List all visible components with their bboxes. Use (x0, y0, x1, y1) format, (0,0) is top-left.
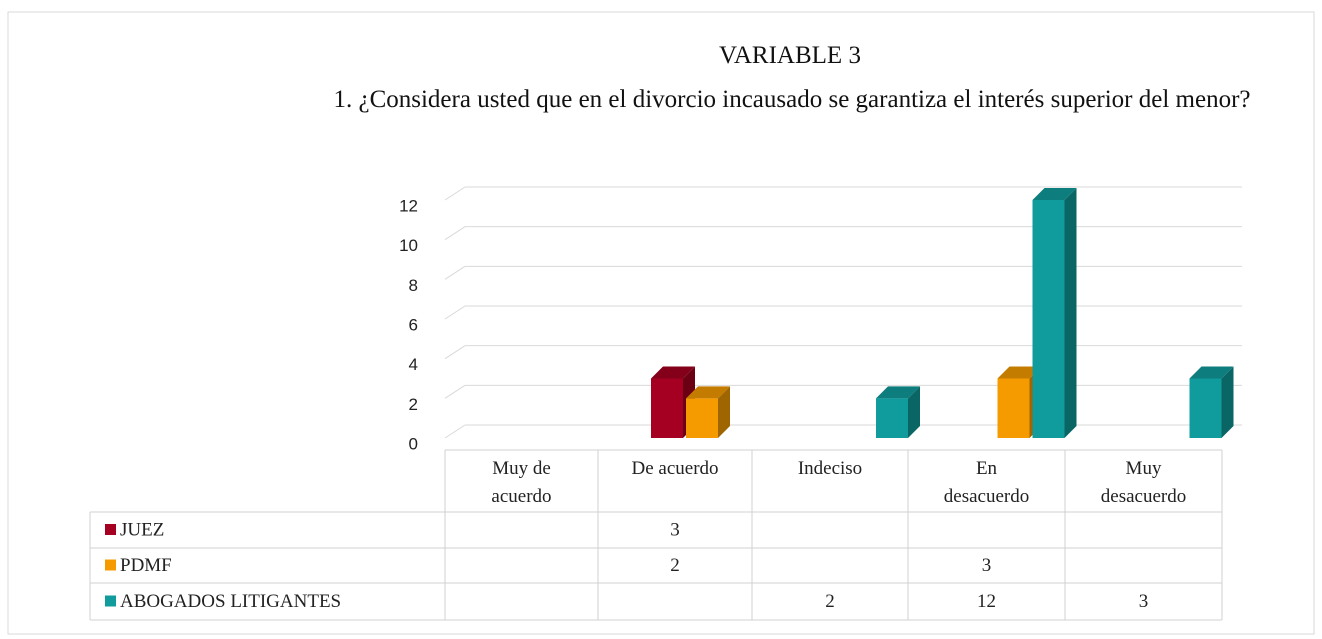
chart-title: VARIABLE 3 (719, 42, 861, 69)
chart-subtitle: 1. ¿Considera usted que en el divorcio i… (333, 86, 1251, 113)
y-tick-label: 2 (409, 395, 418, 414)
bar-face (651, 366, 695, 379)
bar-face (997, 366, 1042, 379)
grid-line (444, 265, 466, 280)
bar (876, 386, 920, 438)
bar-face (876, 386, 920, 399)
y-tick-label: 0 (409, 434, 418, 453)
table-value: 3 (1139, 591, 1149, 612)
bar (1189, 366, 1234, 438)
bar-face (1189, 378, 1222, 438)
grid-line (444, 384, 466, 399)
legend-swatch (105, 559, 116, 571)
bar-face (686, 398, 718, 438)
chart-border (7, 11, 1315, 635)
grid-line (444, 186, 466, 201)
y-tick-label: 6 (409, 315, 418, 334)
y-tick-label: 12 (399, 196, 418, 215)
table-value: 3 (982, 555, 992, 576)
table-value: 12 (977, 591, 996, 612)
bar-face (718, 386, 730, 438)
bar-face (1032, 188, 1077, 200)
x-tick-label: Indeciso (798, 458, 862, 479)
legend-label: ABOGADOS LITIGANTES (120, 591, 341, 612)
bar-face (997, 378, 1030, 438)
x-tick-label: En desacuerdo (944, 458, 1029, 507)
bar-face (908, 386, 920, 438)
x-tick-label: Muy desacuerdo (1101, 458, 1186, 507)
y-tick-label: 10 (399, 236, 418, 255)
bar-face (686, 386, 730, 399)
bar-face (1189, 366, 1234, 379)
legend-label: PDMF (120, 555, 172, 576)
legend-label: JUEZ (120, 519, 164, 540)
bar-face (1221, 366, 1234, 438)
grid-line (444, 345, 466, 360)
bar-face (1064, 188, 1077, 438)
bar (1032, 188, 1077, 438)
bar-face (651, 378, 683, 438)
bar (686, 386, 730, 438)
table-value: 2 (825, 591, 835, 612)
grid-line (444, 305, 466, 320)
y-tick-label: 8 (409, 276, 418, 295)
table-value: 2 (670, 555, 680, 576)
legend-swatch (105, 524, 116, 535)
y-tick-label: 4 (409, 355, 418, 374)
grid-line (444, 424, 466, 439)
legend-swatch (105, 595, 116, 607)
bar-face (876, 398, 908, 438)
grid-line (444, 226, 466, 241)
x-tick-label: Muy de acuerdo (491, 458, 551, 507)
bar-face (1032, 200, 1065, 438)
table-value: 3 (670, 519, 680, 540)
x-tick-label: De acuerdo (631, 458, 718, 479)
